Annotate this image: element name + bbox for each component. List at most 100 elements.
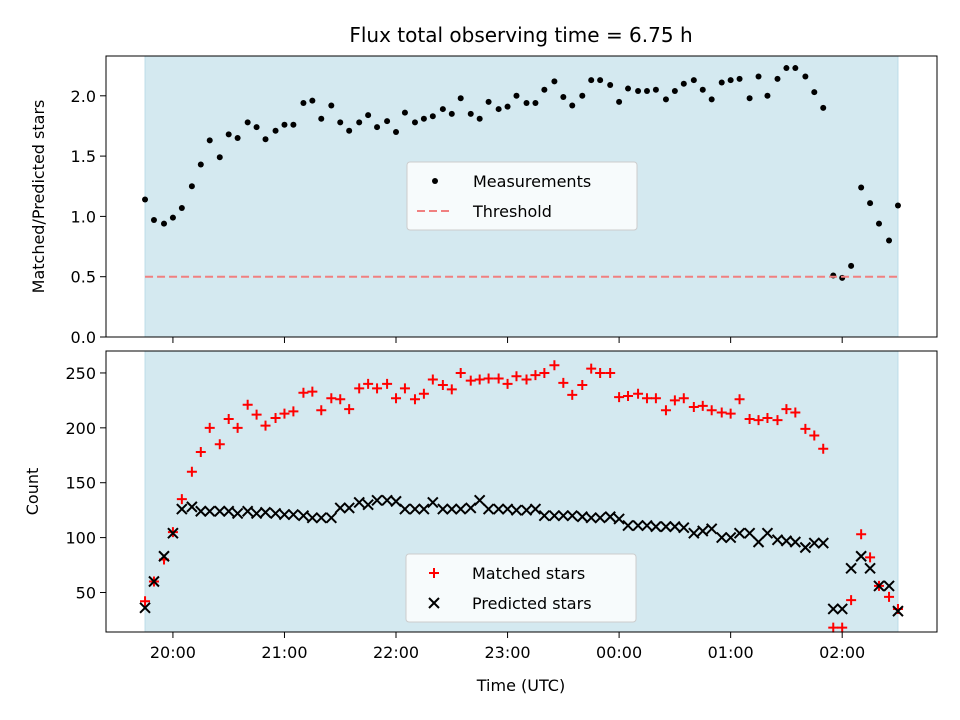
measurement-point <box>643 87 650 94</box>
measurement-point <box>662 96 669 103</box>
matched-star-point <box>800 423 811 434</box>
measurement-point <box>216 154 223 161</box>
predicted-star-point <box>241 505 254 517</box>
predicted-star-point <box>817 537 829 549</box>
matched-star-point <box>418 388 429 399</box>
measurement-point <box>374 124 381 131</box>
matched-star-point <box>326 393 337 404</box>
matched-star-point <box>539 367 550 378</box>
legend-marker-plus <box>429 568 439 578</box>
measurement-point <box>150 217 157 224</box>
measurement-point <box>848 262 855 269</box>
y-tick-label: 100 <box>65 529 96 548</box>
measurement-point <box>504 103 511 110</box>
measurement-point <box>356 119 363 126</box>
measurement-point <box>328 102 335 109</box>
matched-star-point <box>204 422 215 433</box>
measurement-point <box>764 92 771 99</box>
predicted-star-point <box>278 508 291 521</box>
measurement-point <box>429 113 436 120</box>
matched-star-point <box>232 422 243 433</box>
predicted-star-point <box>808 537 821 549</box>
measurement-point <box>858 184 865 191</box>
measurement-point <box>774 75 781 82</box>
predicted-star-point <box>492 503 505 515</box>
matched-star-point <box>465 375 476 386</box>
axes-frame <box>105 55 938 338</box>
matched-star-point <box>790 407 801 418</box>
predicted-star-point <box>287 508 300 521</box>
predicted-star-point <box>139 602 151 614</box>
predicted-star-point <box>613 513 625 525</box>
predicted-star-point <box>148 575 160 588</box>
matched-star-point <box>483 373 494 384</box>
x-axis-label: Time (UTC) <box>476 676 565 695</box>
predicted-star-point <box>752 536 765 548</box>
legend: Measurements Threshold <box>406 161 638 231</box>
y-tick-label: 0.0 <box>71 328 96 347</box>
predicted-star-point <box>409 503 421 515</box>
measurement-point <box>346 127 353 134</box>
predicted-star-point <box>716 531 728 544</box>
predicted-star-point <box>883 580 895 592</box>
predicted-star-point <box>473 494 486 506</box>
predicted-star-point <box>381 494 393 506</box>
measurement-point <box>439 106 446 113</box>
measurement-point <box>746 95 753 102</box>
matched-star-point <box>549 360 560 371</box>
y-tick-label: 0.5 <box>71 268 96 287</box>
predicted-star-point <box>195 505 207 517</box>
measurement-point <box>811 89 818 96</box>
predicted-star-point <box>594 512 606 524</box>
matched-star-point <box>382 378 393 389</box>
predicted-star-point <box>538 509 551 522</box>
matched-star-point <box>242 399 253 410</box>
matched-star-point <box>828 622 839 633</box>
matched-star-point <box>567 389 578 400</box>
y-tick-label: 150 <box>65 474 96 493</box>
matched-star-point <box>288 406 299 417</box>
measurement-point <box>551 78 558 85</box>
matched-star-point <box>633 388 644 399</box>
predicted-star-point <box>297 509 310 522</box>
measurement-point <box>886 237 893 244</box>
matched-star-point <box>399 383 410 394</box>
measurement-point <box>532 100 539 107</box>
predicted-star-point <box>186 501 198 513</box>
y-tick-label: 1.0 <box>71 207 96 226</box>
matched-star-point <box>195 446 206 457</box>
predicted-star-point <box>231 507 244 520</box>
measurement-point <box>448 110 455 117</box>
measurement-point <box>513 92 520 99</box>
measurement-point <box>588 77 595 84</box>
measurement-point <box>569 102 576 109</box>
measurement-point <box>393 128 400 135</box>
measurement-point <box>875 220 882 227</box>
matched-star-point <box>772 415 783 426</box>
predicted-star-point <box>836 603 848 615</box>
measurement-point <box>169 214 176 221</box>
predicted-star-point <box>446 503 458 515</box>
measurement-point <box>337 119 344 126</box>
measurement-point <box>142 196 149 203</box>
matched-star-point <box>427 374 438 385</box>
predicted-star-point <box>678 522 690 534</box>
x-tick-label: 01:00 <box>708 643 754 662</box>
matched-star-point <box>809 430 820 441</box>
measurement-point <box>541 86 548 93</box>
matched-star-point <box>474 374 485 385</box>
chart-title: Flux total observing time = 6.75 h <box>349 23 692 47</box>
predicted-star-point <box>167 527 179 539</box>
ratio-panel: 0.0 0.5 1.0 1.5 2.0 Matched/Predicted stars Me… <box>29 55 938 347</box>
measurement-point <box>560 94 567 101</box>
y-tick-label: 1.5 <box>71 147 96 166</box>
matched-star-point <box>781 404 792 415</box>
legend-box <box>405 553 637 623</box>
predicted-star-point <box>222 505 235 517</box>
predicted-star-point <box>510 504 523 516</box>
matched-star-point <box>363 378 374 389</box>
measurement-point <box>607 81 614 88</box>
y-tick-label: 200 <box>65 419 96 438</box>
matched-star-point <box>446 384 457 395</box>
predicted-star-point <box>724 531 737 544</box>
